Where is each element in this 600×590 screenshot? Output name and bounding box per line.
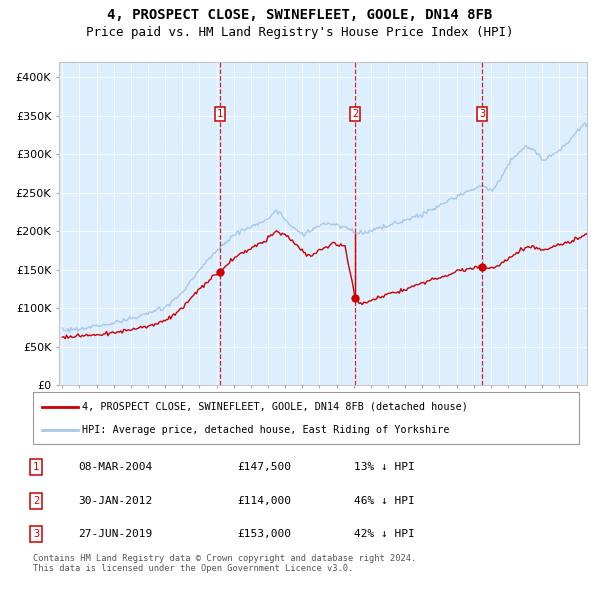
Text: 2: 2	[352, 109, 358, 119]
Text: 1: 1	[33, 462, 39, 472]
Text: 42% ↓ HPI: 42% ↓ HPI	[354, 529, 415, 539]
Text: 1: 1	[217, 109, 223, 119]
Text: 3: 3	[33, 529, 39, 539]
Text: 2: 2	[33, 496, 39, 506]
Text: £153,000: £153,000	[237, 529, 291, 539]
Text: £147,500: £147,500	[237, 462, 291, 472]
Text: 08-MAR-2004: 08-MAR-2004	[78, 462, 152, 472]
Text: 4, PROSPECT CLOSE, SWINEFLEET, GOOLE, DN14 8FB (detached house): 4, PROSPECT CLOSE, SWINEFLEET, GOOLE, DN…	[82, 402, 468, 412]
Text: £114,000: £114,000	[237, 496, 291, 506]
Text: 27-JUN-2019: 27-JUN-2019	[78, 529, 152, 539]
Text: 30-JAN-2012: 30-JAN-2012	[78, 496, 152, 506]
Text: HPI: Average price, detached house, East Riding of Yorkshire: HPI: Average price, detached house, East…	[82, 425, 450, 435]
Text: 46% ↓ HPI: 46% ↓ HPI	[354, 496, 415, 506]
Text: Price paid vs. HM Land Registry's House Price Index (HPI): Price paid vs. HM Land Registry's House …	[86, 26, 514, 39]
Text: 3: 3	[479, 109, 485, 119]
Text: 4, PROSPECT CLOSE, SWINEFLEET, GOOLE, DN14 8FB: 4, PROSPECT CLOSE, SWINEFLEET, GOOLE, DN…	[107, 8, 493, 22]
Text: Contains HM Land Registry data © Crown copyright and database right 2024.
This d: Contains HM Land Registry data © Crown c…	[33, 554, 416, 573]
Text: 13% ↓ HPI: 13% ↓ HPI	[354, 462, 415, 472]
